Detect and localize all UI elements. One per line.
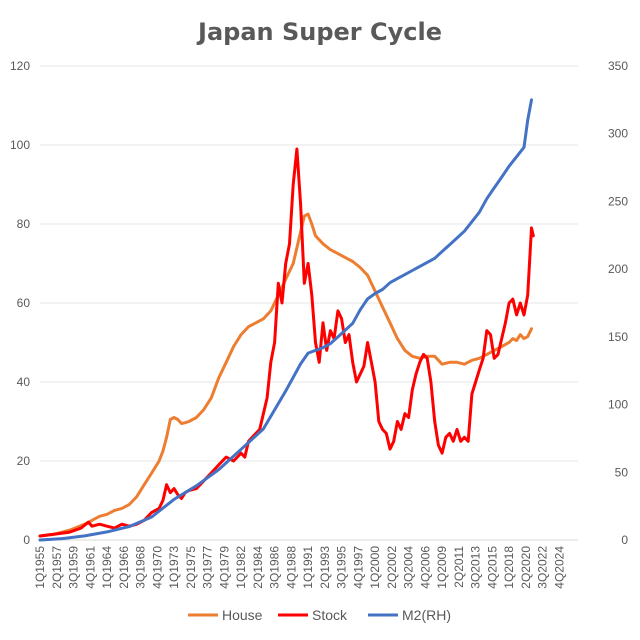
- left-tick-label-3: 60: [17, 296, 31, 310]
- right-tick-label-4: 200: [608, 262, 628, 276]
- left-tick-label-2: 40: [17, 375, 31, 389]
- x-tick-label-23: 4Q2006: [418, 546, 432, 589]
- legend: House Stock M2(RH): [188, 607, 451, 623]
- right-tick-label-3: 150: [608, 330, 628, 344]
- x-tick-label-30: 3Q2022: [536, 546, 550, 589]
- left-tick-label-5: 100: [10, 138, 30, 152]
- right-axis-ticks: 0 50 100 150 200 250 300 350: [608, 59, 628, 547]
- x-tick-label-16: 1Q1991: [301, 546, 315, 589]
- x-tick-label-21: 2Q2002: [385, 546, 399, 589]
- x-tick-label-1: 2Q1957: [50, 546, 64, 589]
- x-axis-ticks: 1Q1955 2Q1957 3Q1959 4Q1961 1Q1964 2Q1966 3Q19…: [33, 546, 566, 589]
- left-axis-ticks: 0 20 40 60 80 100 120: [10, 59, 30, 547]
- left-tick-label-6: 120: [10, 59, 30, 73]
- x-tick-label-26: 3Q2013: [469, 546, 483, 589]
- x-tick-label-20: 1Q2000: [368, 546, 382, 589]
- series-line-2: [38, 98, 533, 542]
- x-tick-label-7: 4Q1970: [150, 546, 164, 589]
- x-tick-label-25: 2Q2011: [452, 546, 466, 588]
- left-tick-label-1: 20: [17, 454, 31, 468]
- x-tick-label-13: 2Q1984: [251, 546, 265, 589]
- left-tick-label-0: 0: [23, 533, 30, 547]
- series-lines: [38, 98, 535, 542]
- x-tick-label-3: 4Q1961: [83, 546, 97, 589]
- x-tick-label-6: 3Q1968: [134, 546, 148, 589]
- x-tick-label-9: 2Q1975: [184, 546, 198, 589]
- x-tick-label-11: 4Q1979: [217, 546, 231, 589]
- x-tick-label-17: 2Q1993: [318, 546, 332, 589]
- legend-label-1: Stock: [312, 607, 348, 623]
- right-tick-label-2: 100: [608, 398, 628, 412]
- legend-label-2: M2(RH): [402, 607, 451, 623]
- gridlines: [40, 65, 578, 462]
- x-tick-label-5: 2Q1966: [117, 546, 131, 589]
- x-tick-label-27: 4Q2015: [485, 546, 499, 589]
- x-tick-label-18: 3Q1995: [335, 546, 349, 589]
- right-tick-label-6: 300: [608, 127, 628, 141]
- right-tick-label-0: 0: [621, 533, 628, 547]
- x-tick-label-29: 2Q2020: [519, 546, 533, 589]
- x-tick-label-10: 3Q1977: [201, 546, 215, 589]
- x-tick-label-8: 1Q1973: [167, 546, 181, 589]
- x-tick-label-24: 1Q2009: [435, 546, 449, 589]
- x-tick-label-4: 1Q1964: [100, 546, 114, 589]
- left-tick-label-4: 80: [17, 217, 31, 231]
- x-tick-label-14: 3Q1986: [268, 546, 282, 589]
- right-tick-label-5: 250: [608, 194, 628, 208]
- legend-label-0: House: [222, 607, 263, 623]
- x-tick-label-19: 4Q1997: [351, 546, 365, 589]
- x-tick-label-2: 3Q1959: [67, 546, 81, 589]
- right-tick-label-7: 350: [608, 59, 628, 73]
- right-tick-label-1: 50: [615, 465, 629, 479]
- x-tick-label-15: 4Q1988: [284, 546, 298, 589]
- x-tick-label-31: 4Q2024: [552, 546, 566, 589]
- x-tick-label-22: 3Q2004: [402, 546, 416, 589]
- series-line-1: [38, 147, 535, 538]
- x-tick-label-0: 1Q1955: [33, 546, 47, 589]
- chart-title: Japan Super Cycle: [196, 18, 442, 46]
- x-tick-label-12: 1Q1982: [234, 546, 248, 589]
- x-tick-label-28: 1Q2018: [502, 546, 516, 589]
